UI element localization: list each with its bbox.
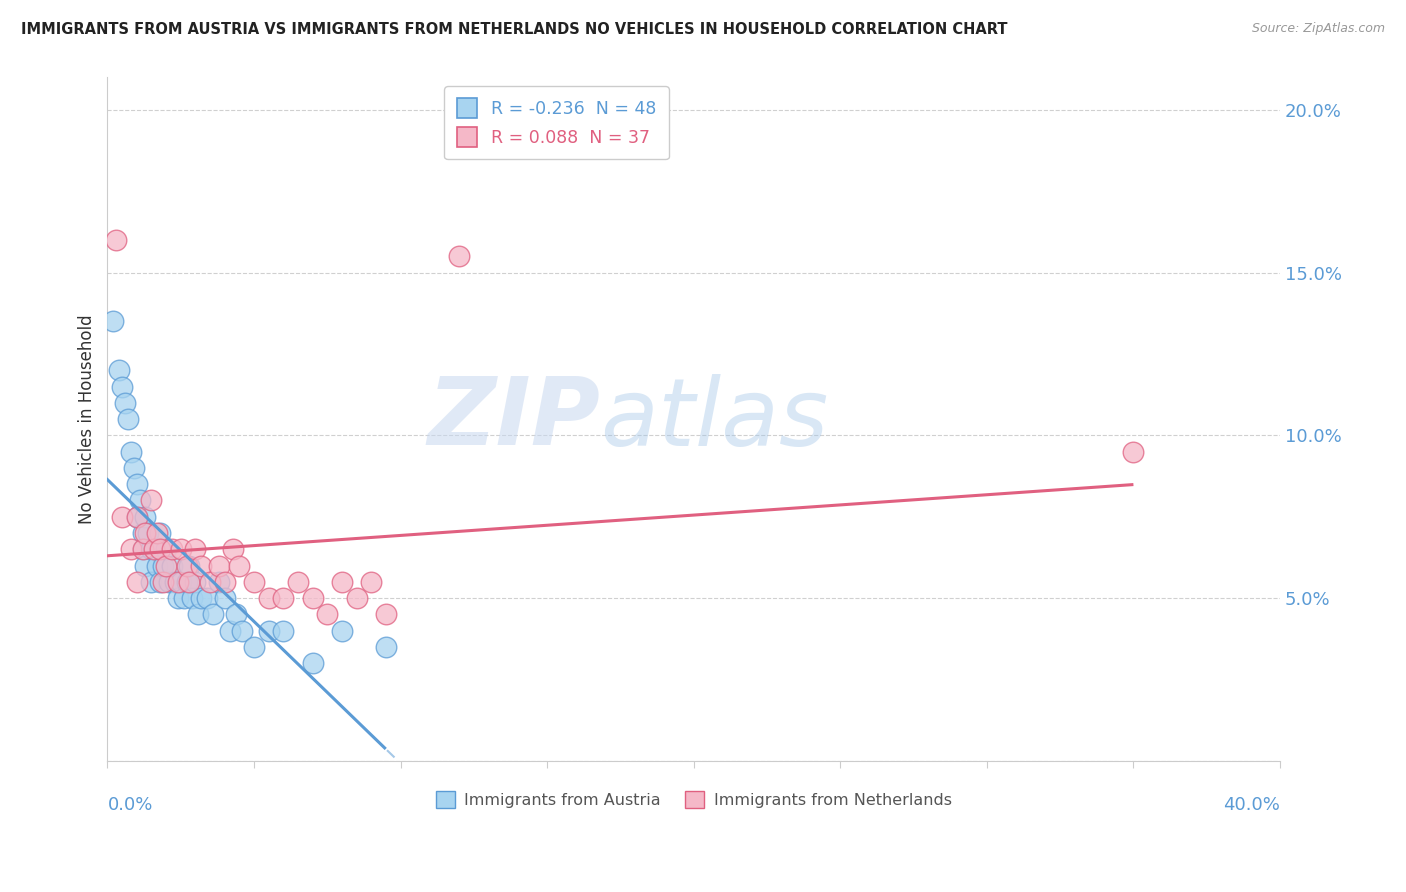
Point [125, 477, 148, 491]
Point [208, 574, 231, 589]
Point [360, 574, 382, 589]
Text: 0.0%: 0.0% [107, 797, 153, 814]
Point [166, 591, 188, 605]
Point [243, 574, 266, 589]
Point [141, 574, 163, 589]
Point [134, 509, 156, 524]
Point [117, 412, 139, 426]
Point [374, 607, 396, 622]
Point [152, 558, 174, 573]
Point [111, 379, 134, 393]
Point [125, 509, 148, 524]
Point [149, 542, 172, 557]
Point [125, 509, 148, 524]
Point [169, 574, 191, 589]
Point [114, 396, 136, 410]
Point [173, 591, 195, 605]
Point [131, 542, 153, 557]
Point [149, 525, 172, 540]
Point [301, 656, 323, 670]
Point [105, 233, 128, 247]
Point [179, 574, 201, 589]
Point [134, 558, 156, 573]
Point [243, 640, 266, 654]
Point [141, 542, 163, 557]
Point [166, 574, 188, 589]
Point [316, 607, 339, 622]
Point [111, 509, 134, 524]
Point [160, 558, 183, 573]
Point [176, 574, 198, 589]
Point [160, 542, 183, 557]
Point [201, 607, 224, 622]
Point [143, 542, 166, 557]
Point [176, 558, 198, 573]
Point [301, 591, 323, 605]
Point [271, 591, 294, 605]
Point [125, 574, 148, 589]
Point [149, 574, 172, 589]
Text: IMMIGRANTS FROM AUSTRIA VS IMMIGRANTS FROM NETHERLANDS NO VEHICLES IN HOUSEHOLD : IMMIGRANTS FROM AUSTRIA VS IMMIGRANTS FR… [21, 22, 1008, 37]
Text: atlas: atlas [600, 374, 828, 465]
Point [146, 558, 169, 573]
Point [190, 558, 212, 573]
Point [374, 640, 396, 654]
Point [146, 525, 169, 540]
Point [222, 542, 245, 557]
Point [1122, 444, 1144, 458]
Point [214, 591, 236, 605]
Point [163, 574, 186, 589]
Point [152, 574, 174, 589]
Point [219, 624, 242, 638]
Point [184, 542, 207, 557]
Point [231, 624, 253, 638]
Point [330, 574, 353, 589]
Point [181, 591, 204, 605]
Point [346, 591, 368, 605]
Text: 40.0%: 40.0% [1223, 797, 1279, 814]
Y-axis label: No Vehicles in Household: No Vehicles in Household [79, 314, 96, 524]
Point [169, 542, 191, 557]
Point [155, 558, 177, 573]
Point [198, 574, 221, 589]
Point [138, 525, 160, 540]
Point [143, 542, 166, 557]
Point [225, 607, 247, 622]
Point [449, 249, 471, 263]
Point [257, 591, 280, 605]
Point [141, 493, 163, 508]
Point [108, 363, 131, 377]
Point [157, 574, 180, 589]
Point [120, 542, 142, 557]
Point [214, 574, 236, 589]
Point [103, 314, 125, 328]
Point [120, 444, 142, 458]
Point [208, 558, 231, 573]
Point [155, 542, 177, 557]
Point [128, 493, 150, 508]
Point [287, 574, 309, 589]
Point [257, 624, 280, 638]
Point [134, 525, 156, 540]
Point [122, 461, 145, 475]
Point [131, 542, 153, 557]
Point [271, 624, 294, 638]
Point [330, 624, 353, 638]
Text: ZIP: ZIP [427, 373, 600, 465]
Text: Source: ZipAtlas.com: Source: ZipAtlas.com [1251, 22, 1385, 36]
Point [195, 591, 218, 605]
Legend: Immigrants from Austria, Immigrants from Netherlands: Immigrants from Austria, Immigrants from… [429, 785, 957, 814]
Point [179, 558, 201, 573]
Point [187, 607, 209, 622]
Point [228, 558, 250, 573]
Point [184, 574, 207, 589]
Point [190, 591, 212, 605]
Point [131, 525, 153, 540]
